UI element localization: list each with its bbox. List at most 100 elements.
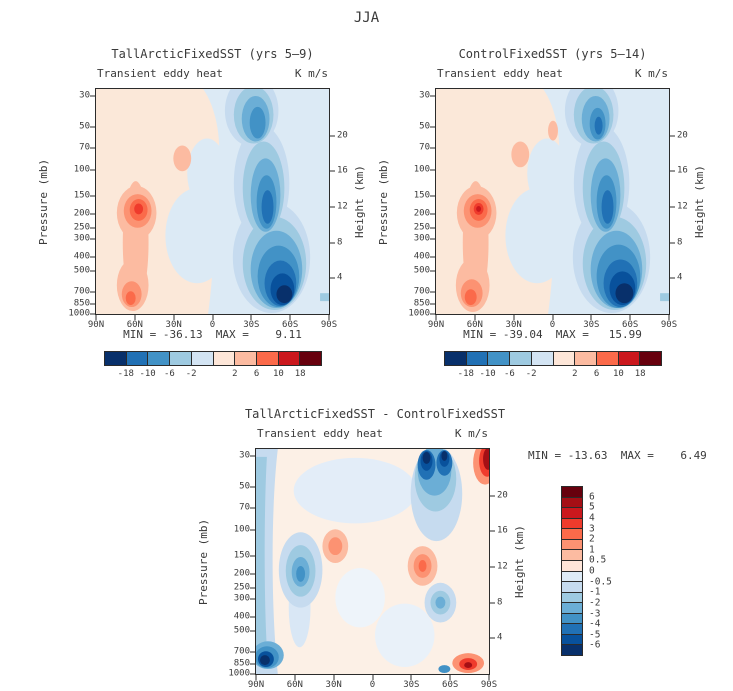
latitude-tick-mark xyxy=(134,315,136,320)
panel-a-units-label: K m/s xyxy=(294,67,328,80)
pressure-tick-label: 300 xyxy=(73,233,90,244)
pressure-tick-mark xyxy=(250,673,255,675)
height-tick-label: 12 xyxy=(677,201,688,212)
height-tick-label: 12 xyxy=(497,561,508,572)
height-tick-label: 8 xyxy=(337,237,343,248)
height-tick-mark xyxy=(490,637,495,639)
pressure-tick-mark xyxy=(430,126,435,128)
panel-b-colorbar-labels: -18 -10 -6 -2 2 6 10 18 xyxy=(444,370,662,382)
pressure-tick-label: 1000 xyxy=(68,308,90,319)
pressure-tick-mark xyxy=(430,213,435,215)
panel-b-minmax: MIN = -39.04 MAX = 15.99 xyxy=(463,328,642,341)
height-tick-mark xyxy=(670,277,675,279)
latitude-tick-label: 60N xyxy=(286,680,303,690)
pressure-tick-label: 70 xyxy=(79,142,90,153)
colorbar-tick-label: -2 xyxy=(525,369,537,379)
panel-c-contour-field xyxy=(256,449,489,674)
colorbar-tick-label: 18 xyxy=(634,369,646,379)
pressure-tick-mark xyxy=(430,238,435,240)
pressure-tick-label: 850 xyxy=(233,658,250,669)
latitude-tick-label: 90N xyxy=(247,680,265,690)
panel-a-plot-area: 30 50 70 100 150 200 250 300 400 500 700 850 1000 20 1… xyxy=(68,88,348,330)
height-tick-label: 4 xyxy=(337,272,343,283)
pressure-tick-label: 200 xyxy=(233,568,250,579)
panel-c-units-label: K m/s xyxy=(454,427,488,440)
pressure-tick-label: 150 xyxy=(413,190,430,201)
height-tick-mark xyxy=(330,277,335,279)
pressure-tick-label: 400 xyxy=(233,611,250,622)
latitude-tick-label: 30N xyxy=(505,320,522,330)
panel-a-colorbar xyxy=(104,351,322,366)
pressure-tick-mark xyxy=(250,507,255,509)
panel-a-height-axis-label: Height (km) xyxy=(353,165,366,238)
height-tick-label: 16 xyxy=(677,165,688,176)
colorbar-segment xyxy=(562,550,582,561)
height-tick-mark xyxy=(670,206,675,208)
pressure-tick-mark xyxy=(250,573,255,575)
height-tick-mark xyxy=(330,242,335,244)
pressure-tick-mark xyxy=(90,169,95,171)
colorbar-segment xyxy=(148,352,171,365)
latitude-tick-mark xyxy=(449,675,451,680)
colorbar-tick-label: 2 xyxy=(232,369,238,379)
latitude-tick-label: 30S xyxy=(583,320,600,330)
pressure-tick-label: 300 xyxy=(233,593,250,604)
colorbar-segment xyxy=(562,571,582,583)
panel-b-colorbar xyxy=(444,351,662,366)
pressure-tick-label: 1000 xyxy=(228,668,250,679)
pressure-tick-label: 250 xyxy=(413,222,430,233)
pressure-tick-label: 70 xyxy=(419,142,430,153)
panel-c-plot-area: 30 50 70 100 150 200 250 300 400 500 700 850 1000 20 1… xyxy=(228,448,508,690)
colorbar-segment xyxy=(562,645,582,655)
height-tick-label: 8 xyxy=(497,597,503,608)
colorbar-segment xyxy=(562,487,582,498)
latitude-tick-mark xyxy=(294,675,296,680)
pressure-tick-mark xyxy=(250,455,255,457)
colorbar-tick-label: 18 xyxy=(294,369,306,379)
colorbar-tick-label: -3 xyxy=(589,607,601,619)
panel-b-contour-field xyxy=(436,89,669,314)
latitude-tick-mark xyxy=(289,315,291,320)
latitude-tick-label: 30N xyxy=(165,320,182,330)
colorbar-segment xyxy=(531,352,554,365)
pressure-tick-label: 30 xyxy=(79,90,90,101)
panel-b-units-label: K m/s xyxy=(634,67,668,80)
height-tick-mark xyxy=(330,170,335,172)
height-tick-label: 4 xyxy=(677,272,683,283)
colorbar-tick-label: 2 xyxy=(572,369,578,379)
height-tick-mark xyxy=(670,170,675,172)
height-tick-mark xyxy=(670,242,675,244)
colorbar-segment xyxy=(562,634,582,646)
colorbar-segment xyxy=(562,508,582,519)
pressure-tick-mark xyxy=(250,616,255,618)
pressure-tick-label: 50 xyxy=(239,481,250,492)
height-tick-mark xyxy=(490,530,495,532)
colorbar-segment xyxy=(618,352,641,365)
height-tick-mark xyxy=(670,135,675,137)
colorbar-segment xyxy=(562,518,582,530)
height-tick-mark xyxy=(490,495,495,497)
colorbar-tick-label: 10 xyxy=(612,369,624,379)
pressure-tick-label: 850 xyxy=(413,298,430,309)
panel-b-subtitle-left: Transient eddy heat xyxy=(437,67,563,80)
pressure-tick-label: 200 xyxy=(413,208,430,219)
latitude-tick-mark xyxy=(328,315,330,320)
panel-a-subtitle-left: Transient eddy heat xyxy=(97,67,223,80)
pressure-tick-mark xyxy=(250,555,255,557)
pressure-tick-mark xyxy=(430,147,435,149)
colorbar-segment xyxy=(562,497,582,509)
colorbar-tick-label: 0.5 xyxy=(589,554,607,566)
pressure-tick-label: 30 xyxy=(419,90,430,101)
latitude-tick-label: 60S xyxy=(622,320,639,330)
colorbar-segment xyxy=(640,352,662,365)
latitude-tick-mark xyxy=(552,315,553,320)
latitude-tick-label: 0 xyxy=(369,680,376,690)
pressure-tick-label: 150 xyxy=(73,190,90,201)
pressure-tick-mark xyxy=(430,303,435,305)
pressure-tick-mark xyxy=(250,651,255,653)
latitude-tick-mark xyxy=(435,315,437,320)
panel-c-colorbar xyxy=(561,486,583,656)
colorbar-tick-label: 3 xyxy=(589,522,595,534)
panel-a-pressure-axis-label: Pressure (mb) xyxy=(37,158,50,245)
